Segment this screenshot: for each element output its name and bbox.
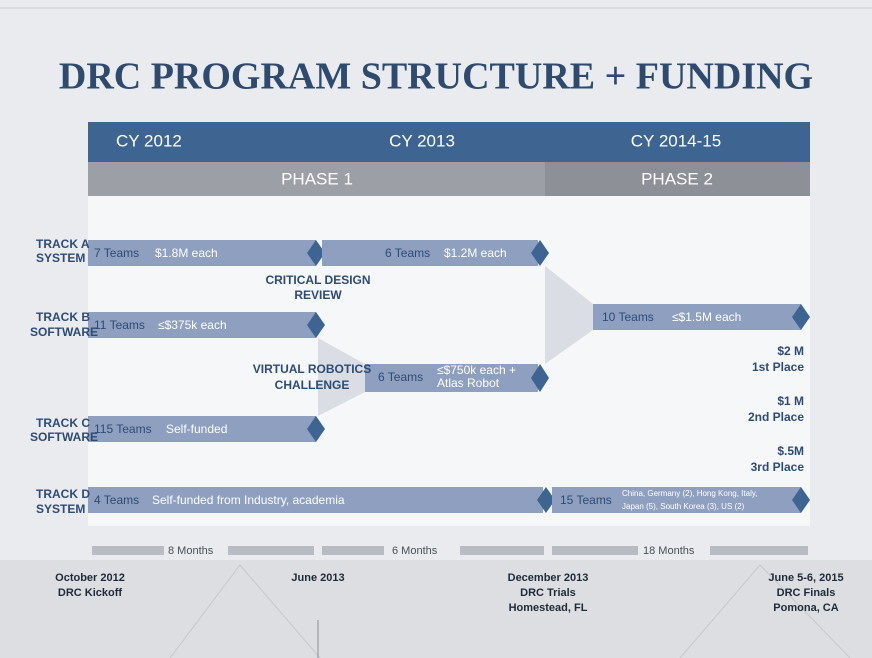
phase: PHASE 1 (281, 169, 353, 188)
duration: 18 Months (643, 545, 695, 557)
connector (318, 338, 365, 416)
bar-teams: 7 Teams (94, 246, 139, 260)
date: June 5-6, 2015 (768, 572, 843, 584)
year: CY 2013 (389, 131, 455, 150)
decor-line (679, 564, 851, 658)
bars (88, 240, 810, 513)
bar (88, 416, 316, 442)
bar (88, 240, 316, 266)
milestone: REVIEW (294, 288, 342, 302)
decor-line (169, 564, 321, 658)
bar (322, 240, 538, 266)
bar (365, 364, 538, 392)
prize-amount: $2 M (777, 344, 804, 358)
date-place: Homestead, FL (509, 602, 588, 614)
bar-detail: ≤$375k each (158, 318, 227, 332)
diamond (531, 240, 549, 266)
bar-teams: 115 Teams (94, 422, 152, 436)
timeline (92, 546, 808, 555)
date: December 2013 (508, 572, 589, 584)
diamond (531, 364, 549, 392)
diamond (537, 487, 555, 513)
milestone: CRITICAL DESIGN (265, 273, 370, 287)
year: CY 2012 (116, 131, 182, 150)
track-label: TRACK D (36, 487, 90, 501)
track-label: SOFTWARE (30, 325, 98, 339)
timeline-bar (710, 546, 808, 555)
footer-band (0, 560, 872, 658)
bar (593, 304, 801, 330)
duration: 8 Months (168, 545, 214, 557)
connector (545, 266, 593, 364)
prize-place: 3rd Place (751, 460, 805, 474)
phase-band (88, 162, 545, 196)
bar-detail: $1.8M each (155, 246, 218, 260)
timeline-bar (228, 546, 314, 555)
milestone: VIRTUAL ROBOTICS (253, 362, 371, 376)
bar-teams: 6 Teams (378, 370, 423, 384)
bar (552, 487, 801, 513)
track-label: TRACK C (36, 416, 90, 430)
prize-amount: $.5M (777, 444, 804, 458)
bar-detail: Self-funded from Industry, academia (152, 493, 345, 507)
timeline-bar (322, 546, 384, 555)
date: October 2012 (55, 572, 125, 584)
date-place: Pomona, CA (773, 602, 838, 614)
bar-detail: Self-funded (166, 422, 227, 436)
phase: PHASE 2 (641, 169, 713, 188)
bar-detail: China, Germany (2), Hong Kong, Italy, (622, 489, 757, 498)
bar-teams: 15 Teams (560, 493, 612, 507)
bar (88, 487, 543, 513)
bar-teams: 10 Teams (602, 310, 654, 324)
bar (88, 312, 316, 338)
prize-place: 1st Place (752, 360, 804, 374)
year: CY 2014-15 (631, 131, 721, 150)
timeline-bar (92, 546, 164, 555)
phase-band (545, 162, 810, 196)
bar-teams: 6 Teams (385, 246, 430, 260)
diamond (307, 416, 325, 442)
year-band (88, 122, 810, 162)
track-label: SYSTEM (36, 251, 85, 265)
timeline-bar (552, 546, 638, 555)
track-label: SOFTWARE (30, 430, 98, 444)
diamond (792, 487, 810, 513)
bar-teams: 4 Teams (94, 493, 139, 507)
track-label: TRACK B (36, 310, 90, 324)
prize-amount: $1 M (777, 394, 804, 408)
bar-teams: 11 Teams (94, 318, 145, 332)
date-event: DRC Kickoff (58, 587, 123, 599)
track-label: SYSTEM (36, 502, 85, 516)
duration: 6 Months (392, 545, 438, 557)
title: DRC PROGRAM STRUCTURE + FUNDING (59, 56, 813, 98)
date: June 2013 (291, 572, 344, 584)
track-label: TRACK A (36, 237, 90, 251)
diamond (307, 240, 325, 266)
timeline-bar (460, 546, 544, 555)
diamond (307, 312, 325, 338)
bar-detail: Japan (5), South Korea (3), US (2) (622, 502, 745, 511)
date-event: DRC Trials (520, 587, 576, 599)
bar-detail: ≤$750k each + (437, 363, 516, 377)
bar-detail: Atlas Robot (437, 376, 500, 390)
bar-detail: ≤$1.5M each (672, 310, 741, 324)
milestone: CHALLENGE (275, 378, 350, 392)
diamond (792, 304, 810, 330)
date-event: DRC Finals (777, 587, 836, 599)
prize-place: 2nd Place (748, 410, 804, 424)
bar-detail: $1.2M each (444, 246, 507, 260)
